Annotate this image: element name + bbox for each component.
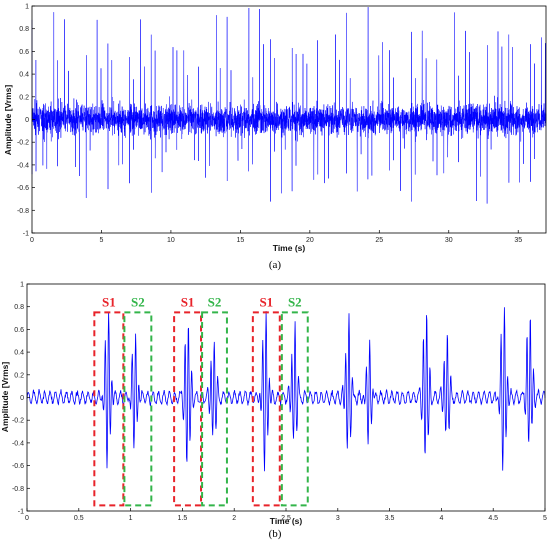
- b-ytick-label: -0.6: [12, 463, 24, 470]
- a-ytick-label: 0.2: [19, 94, 29, 101]
- annotation-label-s1: S1: [259, 294, 273, 309]
- annotation-label-s2: S2: [208, 294, 222, 309]
- b-ytick-label: 0.4: [14, 350, 24, 357]
- annotation-box-s1: [93, 311, 125, 507]
- caption-a: (a): [269, 259, 282, 271]
- annotation-label-s2: S2: [131, 294, 145, 309]
- b-ytick-label: -1: [18, 509, 24, 516]
- x-axis-label-a: Time (s): [273, 243, 306, 253]
- a-ytick-label: 0.6: [19, 49, 29, 56]
- plot-frame-b: [26, 283, 546, 512]
- a-ytick-label: -0.8: [17, 208, 29, 215]
- annotation-label-s2: S2: [288, 294, 302, 309]
- signal-line-a: [31, 7, 547, 204]
- panel-a: 0 5 10 15 20 25 30 35 -1 -0.8 -0.6 -0.4 -0.2 0 0.2 0.4…: [3, 4, 547, 271]
- a-ytick-label: 0.8: [19, 26, 29, 33]
- caption-b: (b): [269, 528, 282, 540]
- b-xtick-label: 3: [336, 515, 340, 522]
- b-xtick-label: 4: [439, 515, 443, 522]
- b-xtick-label: 5: [543, 515, 547, 522]
- signal-trace-a: [31, 7, 547, 204]
- b-xtick-label: 1: [129, 515, 133, 522]
- b-xtick-label: 0: [25, 515, 29, 522]
- a-xtick-label: 30: [445, 237, 453, 244]
- a-ytick-label: 1: [25, 4, 29, 11]
- b-ytick-label: -0.2: [12, 418, 24, 425]
- y-axis-label-a: Amplitude [Vrms]: [3, 85, 13, 156]
- y-ticks-a: -1 -0.8 -0.6 -0.4 -0.2 0 0.2 0.4 0.6 0.8 1: [17, 4, 35, 238]
- a-xtick-label: 15: [236, 237, 244, 244]
- a-ytick-label: -0.6: [17, 185, 29, 192]
- b-ytick-label: 0: [20, 395, 24, 402]
- annotation-label-s1: S1: [181, 294, 195, 309]
- annotation-box-s2: [123, 311, 153, 507]
- a-xtick-label: 25: [375, 237, 383, 244]
- b-xtick-label: 3.5: [385, 515, 395, 522]
- signal-line-b: [26, 307, 546, 472]
- y-axis-label-b: Amplitude [Vrms]: [0, 362, 10, 433]
- b-xtick-label: 0.5: [74, 515, 84, 522]
- a-xtick-label: 20: [306, 237, 314, 244]
- x-axis-label-b: Time (s): [270, 516, 303, 526]
- b-xtick-label: 2: [232, 515, 236, 522]
- b-ytick-label: 0.2: [14, 372, 24, 379]
- b-xtick-label: 1.5: [178, 515, 188, 522]
- annotation-box-s2: [201, 311, 228, 507]
- annotation-boxes: S1 S2 S1 S2 S1 S2: [93, 294, 309, 507]
- a-xtick-label: 0: [30, 237, 34, 244]
- a-xtick-label: 5: [100, 237, 104, 244]
- x-ticks-b: 0 0.5 1 1.5 2 2.5 3 3.5 4 4.5 5: [25, 508, 547, 522]
- y-ticks-b: -1 -0.8 -0.6 -0.4 -0.2 0 0.2 0.4 0.6 0.8 1: [12, 282, 30, 516]
- b-xtick-label: 4.5: [488, 515, 498, 522]
- b-xtick-label: 2.5: [281, 515, 291, 522]
- a-ytick-label: 0.4: [19, 72, 29, 79]
- b-ytick-label: 1: [20, 282, 24, 289]
- a-ytick-label: -0.4: [17, 162, 29, 169]
- a-ytick-label: 0: [25, 117, 29, 124]
- annotation-box-s1: [251, 311, 281, 507]
- b-ytick-label: 0.8: [14, 304, 24, 311]
- annotation-box-s1: [173, 311, 203, 507]
- a-ytick-label: -1: [23, 231, 29, 238]
- a-xtick-label: 35: [514, 237, 522, 244]
- b-ytick-label: -0.8: [12, 486, 24, 493]
- a-xtick-label: 10: [167, 237, 175, 244]
- b-ytick-label: 0.6: [14, 327, 24, 334]
- b-ytick-label: -0.4: [12, 440, 24, 447]
- annotation-label-s1: S1: [102, 294, 116, 309]
- panel-b: S1 S2 S1 S2 S1 S2 0 0.5 1 1.5 2 2.5 3 3.5 4 4.5 5 -1 -0.…: [0, 282, 547, 541]
- x-ticks-a: 0 5 10 15 20 25 30 35: [30, 230, 522, 244]
- signal-trace-b: [26, 307, 546, 472]
- a-ytick-label: -0.2: [17, 140, 29, 147]
- annotation-box-s2: [280, 311, 309, 507]
